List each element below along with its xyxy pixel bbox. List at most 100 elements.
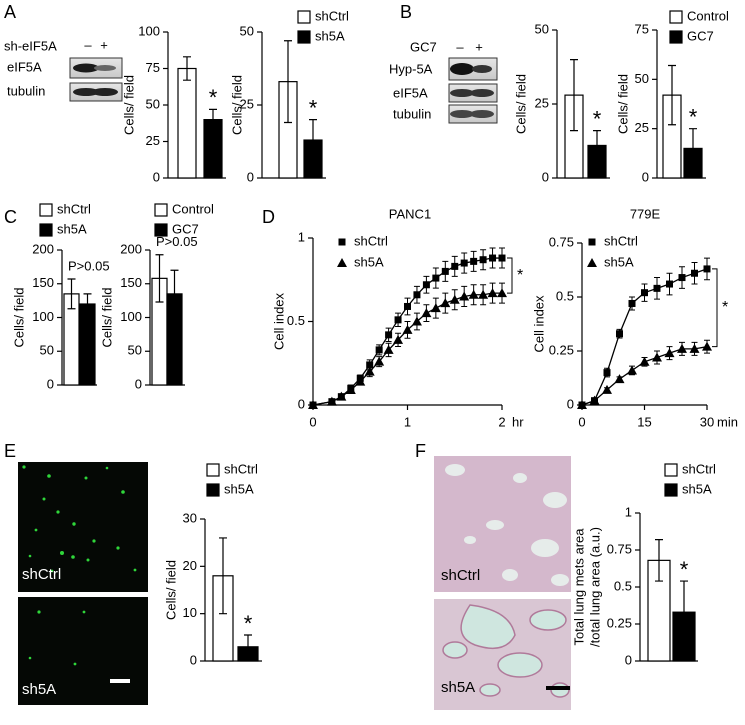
line — [581, 346, 708, 406]
x-tick-label: 30 — [700, 414, 714, 429]
marker — [366, 361, 374, 369]
y-axis-label: Cells/ field — [513, 74, 528, 134]
y-tick-label: 100 — [32, 309, 54, 324]
blot-treatment: sh-eIF5A — [4, 38, 57, 53]
y-tick-label: 50 — [535, 21, 549, 36]
legend-swatch — [206, 483, 220, 497]
marker — [394, 316, 402, 324]
blot-row: eIF5A — [7, 59, 42, 74]
marker — [440, 298, 451, 308]
legend-swatch — [297, 30, 311, 44]
y-tick-label: 30 — [183, 510, 197, 525]
blot-lane: + — [100, 37, 108, 52]
y-tick-label: 0.5 — [287, 313, 305, 328]
error-bar — [67, 278, 76, 310]
marker — [338, 238, 346, 246]
marker — [402, 324, 413, 334]
marker — [666, 280, 673, 288]
y-tick-label: 1 — [298, 229, 305, 244]
bar — [177, 67, 197, 179]
marker — [441, 267, 449, 275]
chart-title: PANC1 — [389, 206, 431, 221]
error-bar — [209, 108, 217, 131]
legend-swatch — [664, 483, 678, 497]
annotation: * — [244, 611, 253, 636]
annotation: * — [722, 299, 728, 316]
image-label: shCtrl — [22, 566, 61, 583]
y-axis-label: Cells/ field — [615, 74, 630, 134]
error-bar — [155, 254, 164, 303]
panel-letter: F — [415, 441, 426, 461]
marker — [641, 289, 648, 297]
y-tick-label: 0 — [625, 652, 632, 667]
error-bar — [284, 40, 292, 124]
blot-lane: – — [84, 37, 92, 52]
y-tick-label: 50 — [146, 96, 160, 111]
panel-letter: A — [4, 2, 16, 22]
marker — [460, 259, 468, 267]
y-tick-label: 0 — [153, 169, 160, 184]
marker — [404, 302, 411, 310]
fluorescence-image — [18, 462, 148, 705]
panel-letter: C — [4, 207, 17, 227]
image-label: sh5A — [22, 681, 56, 698]
blot-lane: – — [456, 39, 464, 54]
panel-letter: D — [262, 207, 275, 227]
annotation: P>0.05 — [156, 234, 198, 249]
y-tick-label: 0.25 — [607, 615, 632, 630]
y-tick-label: 0.5 — [614, 578, 632, 593]
y-tick-label: 100 — [120, 309, 142, 324]
error-bar — [689, 128, 697, 169]
marker — [639, 356, 650, 366]
marker — [703, 265, 711, 273]
marker — [459, 291, 470, 301]
y-tick-label: 50 — [128, 343, 142, 358]
legend-label: sh5A — [682, 481, 712, 496]
blot-row: Hyp-5A — [389, 61, 433, 76]
marker — [627, 365, 637, 375]
legend-label: sh5A — [604, 254, 634, 269]
legend-swatch — [206, 463, 220, 477]
marker — [451, 262, 459, 270]
marker — [383, 344, 394, 354]
annotation: * — [593, 106, 602, 131]
y-tick-label: 25 — [635, 120, 649, 135]
legend-label: Control — [172, 201, 214, 216]
error-bar — [309, 119, 317, 162]
y-axis-label: Cells/ field — [121, 75, 136, 135]
y-tick-label: 0.75 — [607, 541, 632, 556]
bracket — [507, 257, 513, 294]
marker — [677, 343, 687, 353]
legend-label: sh5A — [354, 254, 384, 269]
y-axis-label: Cells/ field — [229, 75, 244, 135]
blot-row: tubulin — [393, 106, 431, 121]
legend-label: shCtrl — [224, 461, 258, 476]
annotation: * — [309, 95, 318, 120]
error-bar — [83, 293, 92, 315]
x-axis-label: hr — [512, 414, 524, 429]
error-bar — [680, 580, 688, 644]
marker — [587, 258, 597, 267]
blot-row: eIF5A — [393, 85, 428, 100]
marker — [432, 274, 440, 282]
image-label: shCtrl — [441, 567, 480, 584]
marker — [393, 334, 404, 344]
y-tick-label: 0.5 — [556, 288, 574, 303]
annotation: * — [209, 85, 218, 110]
y-axis-label: Cells/ field — [99, 288, 114, 348]
marker — [375, 346, 383, 354]
marker — [614, 374, 625, 384]
legend-label: shCtrl — [682, 461, 716, 476]
legend-label: shCtrl — [354, 233, 388, 248]
legend-label: GC7 — [687, 28, 714, 43]
y-tick-label: 0 — [642, 169, 649, 184]
legend-swatch — [39, 203, 53, 217]
y-tick-label: 50 — [635, 71, 649, 86]
y-axis-label: /total lung area (a.u.) — [587, 527, 602, 647]
marker — [374, 356, 385, 366]
y-tick-label: 0 — [190, 652, 197, 667]
marker — [653, 284, 661, 292]
legend-label: GC7 — [172, 221, 199, 236]
x-tick-label: 2 — [498, 414, 505, 429]
